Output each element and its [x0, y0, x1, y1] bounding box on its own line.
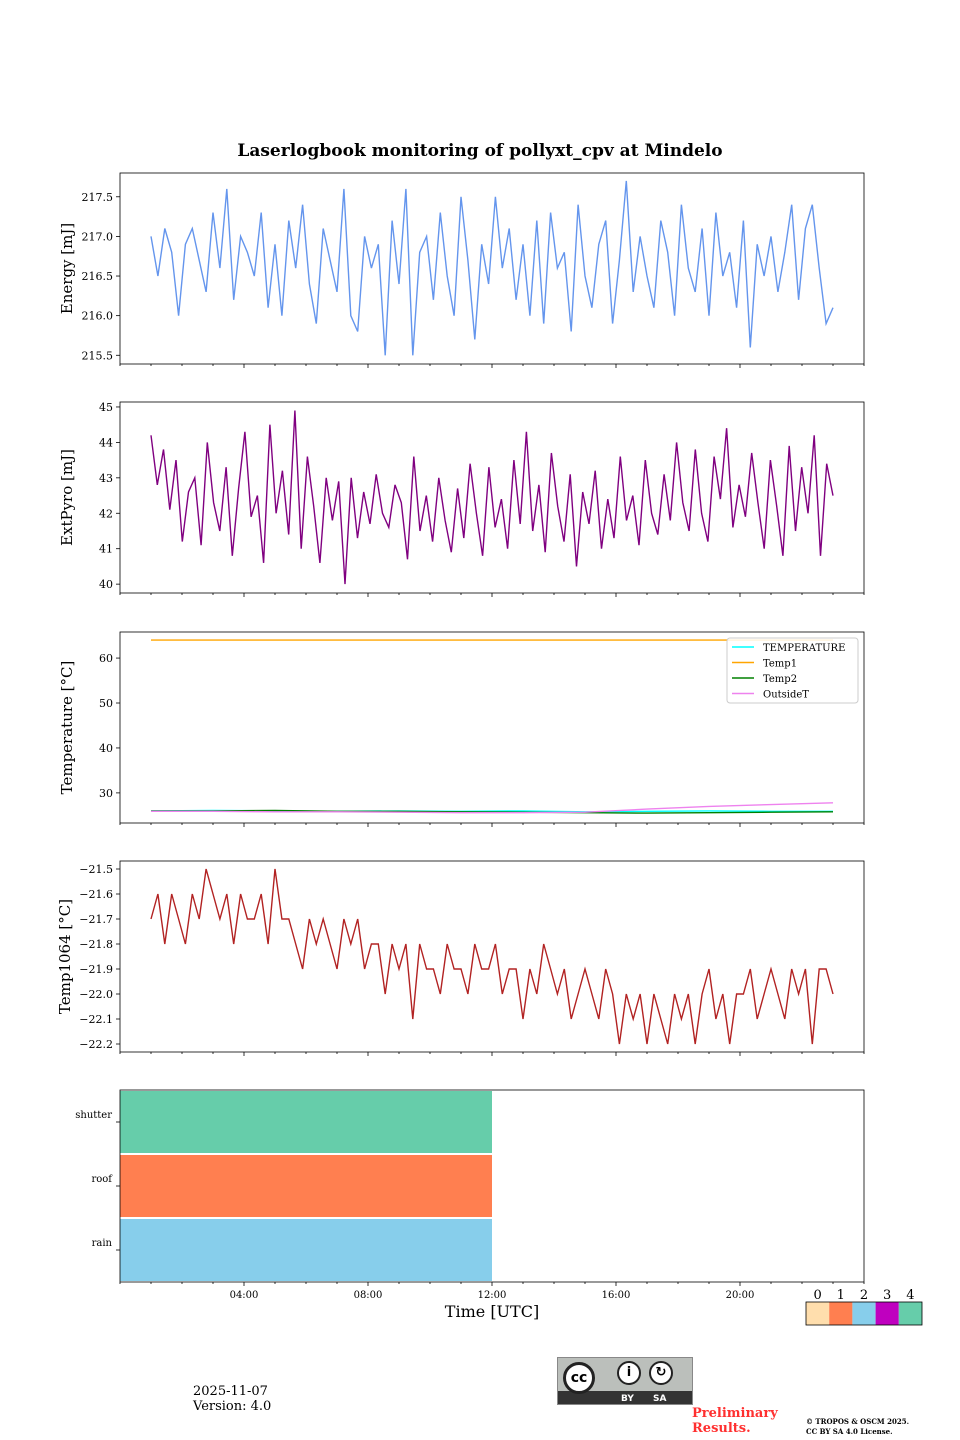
badge-sa-label: SA [653, 1394, 667, 1404]
y-tick-label: 42 [99, 507, 113, 520]
sa-share-icon: ↻ [649, 1361, 673, 1385]
y-tick-label: 60 [99, 652, 113, 665]
y-tick-label: 30 [99, 787, 113, 800]
y-axis-label: Temp1064 [°C] [56, 899, 74, 1014]
y-axis-label: Energy [mJ] [58, 223, 76, 314]
y-axis-label: Temperature [°C] [58, 661, 76, 795]
y-tick-label: −21.8 [79, 938, 113, 951]
colorbar-swatch [898, 1302, 922, 1325]
legend-label: OutsideT [763, 690, 809, 701]
badge-by-label: BY [621, 1394, 634, 1404]
xlabel: Time [UTC] [444, 1302, 540, 1321]
y-tick-label: 216.0 [82, 310, 114, 323]
status-row-label: roof [91, 1174, 113, 1185]
series-line-temp2 [151, 809, 834, 814]
series-line-energy [150, 180, 834, 356]
cc-license-badge: cc i ↻ BY SA [557, 1357, 693, 1405]
legend-label: Temp1 [763, 659, 797, 670]
y-tick-label: 43 [99, 472, 113, 485]
x-tick-label: 16:00 [602, 1290, 631, 1301]
colorbar-swatch [829, 1302, 853, 1325]
y-tick-label: −22.2 [79, 1038, 113, 1051]
y-tick-label: −21.6 [79, 888, 113, 901]
y-tick-label: −21.5 [79, 863, 113, 876]
colorbar-label: 2 [860, 1288, 868, 1303]
status-row-label: shutter [75, 1110, 112, 1121]
y-tick-label: 217.0 [82, 230, 114, 243]
x-tick-label: 12:00 [478, 1290, 507, 1301]
y-tick-label: −21.9 [79, 963, 113, 976]
y-tick-label: −22.1 [79, 1013, 113, 1026]
series-line-outsidet [151, 802, 834, 814]
copyright-line1: © TROPOS & OSCM 2025. [806, 1417, 910, 1426]
y-tick-label: 215.5 [82, 349, 114, 362]
y-tick-label: 50 [99, 697, 113, 710]
cc-icon: cc [563, 1362, 595, 1394]
y-tick-label: 45 [99, 401, 113, 414]
y-tick-label: −22.0 [79, 988, 113, 1001]
copyright-line2: CC BY SA 4.0 License. [806, 1427, 893, 1436]
colorbar-swatch [806, 1302, 830, 1325]
status-bar-shutter [120, 1091, 492, 1153]
colorbar-frame [805, 1301, 923, 1326]
colorbar-label: 3 [883, 1288, 891, 1303]
footer-date: 2025-11-07 [193, 1384, 268, 1399]
x-tick-label: 04:00 [230, 1290, 259, 1301]
colorbar-swatch [875, 1302, 899, 1325]
y-tick-label: 40 [99, 742, 113, 755]
y-tick-label: 41 [99, 543, 113, 556]
y-tick-label: 216.5 [82, 270, 114, 283]
y-tick-label: 217.5 [82, 191, 114, 204]
status-bar-rain [120, 1219, 492, 1281]
y-tick-label: 44 [99, 436, 113, 449]
legend-box [726, 637, 859, 704]
colorbar-label: 4 [906, 1288, 914, 1303]
y-axis-label: ExtPyro [mJ] [58, 449, 76, 546]
status-row-label: rain [92, 1238, 113, 1249]
legend-label: Temp2 [763, 674, 797, 685]
x-tick-label: 20:00 [726, 1290, 755, 1301]
colorbar-label: 1 [837, 1288, 845, 1303]
y-tick-label: 40 [99, 578, 113, 591]
colorbar-swatch [852, 1302, 876, 1325]
series-line-extpyro [150, 410, 834, 585]
x-tick-label: 08:00 [354, 1290, 383, 1301]
preliminary-line1: Preliminary [692, 1406, 778, 1421]
legend-label: TEMPERATURE [763, 643, 845, 654]
footer-version: Version: 4.0 [193, 1399, 272, 1414]
preliminary-line2: Results. [692, 1421, 751, 1436]
by-person-icon: i [617, 1361, 641, 1385]
series-line-temp1064 [150, 868, 834, 1045]
status-bar-roof [120, 1155, 492, 1217]
colorbar-label: 0 [813, 1288, 821, 1303]
y-tick-label: −21.7 [79, 913, 113, 926]
figure-title: Laserlogbook monitoring of pollyxt_cpv a… [237, 141, 723, 161]
